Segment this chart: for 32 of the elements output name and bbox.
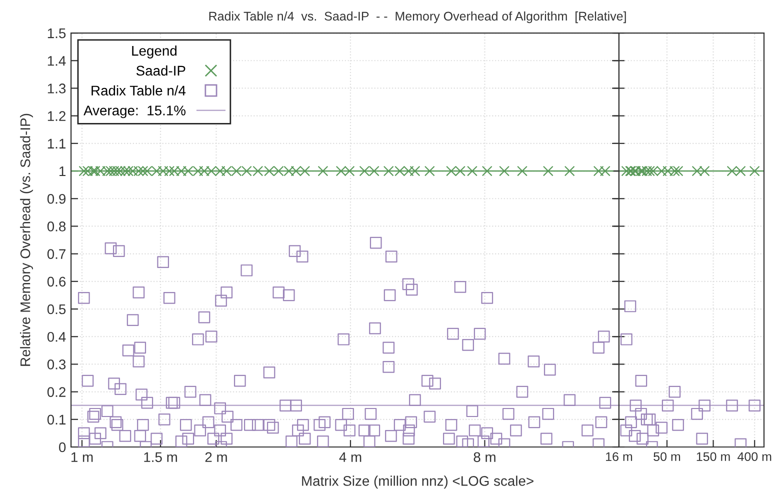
chart-title: Radix Table n/4 vs. Saad-IP - - Memory Overhead of Algorithm [Relative]	[209, 11, 626, 24]
y-tick-label: 0.2	[47, 387, 66, 397]
x-tick-label: 400 m	[738, 452, 772, 462]
y-tick-label: 1.1	[48, 138, 66, 148]
y-tick-label: 0.1	[47, 414, 66, 425]
legend-label: Average: 15.1%	[84, 106, 186, 118]
y-tick-label: 0.8	[47, 222, 66, 232]
x-tick-label: 8 m	[474, 452, 496, 462]
y-tick-label: 0.6	[47, 276, 66, 287]
y-tick-label: 0.3	[47, 360, 66, 370]
y-tick-label: 1.4	[48, 56, 66, 66]
x-tick-label: 50 m	[654, 452, 680, 462]
x-tick-label: 1 m	[71, 452, 93, 462]
x-tick-label: 4 m	[339, 452, 362, 462]
y-tick-label: 1.2	[48, 111, 66, 121]
x-tick-label: 1.5 m	[144, 452, 177, 462]
y-tick-label: 0.4	[47, 332, 66, 342]
x-tick-label: 150 m	[696, 452, 730, 462]
x-tick-label: 2 m	[205, 452, 227, 462]
legend-title: Legend	[132, 46, 176, 58]
y-tick-label: 1.5	[48, 28, 66, 38]
x-axis-title: Matrix Size (million nnz) <LOG scale>	[302, 476, 534, 489]
x-tick-label: 16 m	[606, 452, 632, 462]
y-tick-label: 0	[58, 442, 66, 452]
legend-label: Radix Table n/4	[92, 85, 186, 96]
y-tick-label: 0.7	[47, 249, 66, 259]
y-tick-label: 0.5	[47, 304, 66, 314]
y-tick-label: 1	[60, 166, 66, 176]
legend-label: Saad-IP	[136, 65, 186, 76]
y-tick-label: 1.3	[48, 84, 66, 94]
y-tick-label: 0.9	[47, 194, 66, 204]
y-axis-title: Relative Memory Overhead (vs. Saad-IP)	[20, 114, 33, 366]
